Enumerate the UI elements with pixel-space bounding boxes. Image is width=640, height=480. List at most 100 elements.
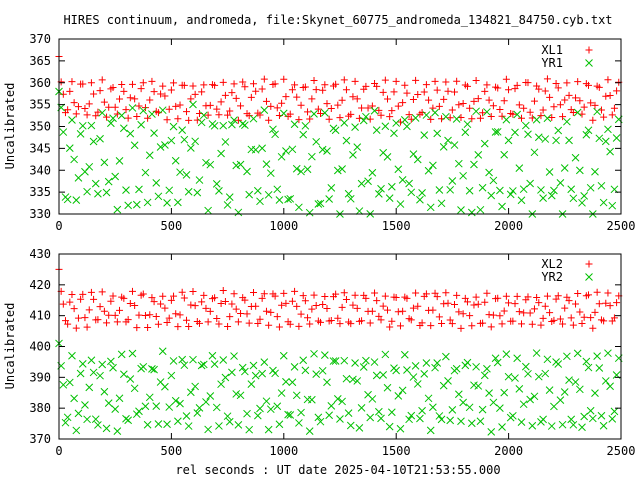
data-point-xl1 — [334, 101, 342, 109]
data-point-xl2 — [403, 294, 411, 302]
data-point-yr2 — [485, 389, 493, 397]
data-point-xl2 — [323, 304, 331, 312]
data-point-yr2 — [599, 421, 608, 430]
data-point-yr1 — [122, 186, 130, 194]
data-point-xl2 — [554, 292, 562, 300]
data-point-yr2 — [230, 352, 238, 360]
data-point-xl2 — [559, 320, 567, 328]
data-point-yr2 — [109, 363, 117, 372]
data-point-xl2 — [358, 317, 366, 325]
data-point-xl2 — [252, 302, 260, 310]
data-point-yr2 — [154, 420, 163, 428]
data-point-xl2 — [481, 298, 489, 306]
data-point-xl2 — [451, 301, 458, 309]
data-point-yr2 — [247, 380, 256, 388]
data-point-xl1 — [124, 114, 132, 122]
data-point-yr2 — [81, 401, 89, 409]
data-point-xl1 — [381, 76, 389, 84]
data-point-yr2 — [545, 386, 554, 394]
data-point-xl1 — [613, 87, 621, 95]
data-point-yr2 — [604, 349, 612, 358]
data-point-yr2 — [221, 373, 230, 382]
data-point-xl1 — [79, 80, 87, 88]
data-point-xl1 — [217, 98, 225, 106]
data-point-yr1 — [83, 187, 91, 196]
data-point-xl2 — [83, 323, 91, 331]
y-tick-label: 370 — [29, 432, 51, 446]
data-point-yr2 — [193, 409, 202, 417]
data-point-xl2 — [561, 304, 569, 312]
data-point-yr1 — [394, 165, 403, 174]
data-point-yr1 — [498, 202, 506, 211]
data-point-xl2 — [353, 304, 361, 312]
data-point-xl2 — [392, 293, 400, 301]
data-point-yr2 — [113, 427, 122, 435]
data-point-yr2 — [167, 371, 176, 380]
data-point-yr1 — [420, 131, 429, 139]
data-point-yr2 — [519, 400, 528, 409]
data-point-xl1 — [304, 108, 312, 116]
data-point-yr2 — [264, 425, 273, 434]
data-point-xl1 — [584, 81, 592, 89]
data-point-xl1 — [472, 76, 480, 84]
data-point-yr1 — [323, 147, 331, 155]
data-point-xl1 — [548, 114, 556, 121]
data-point-yr1 — [491, 128, 500, 136]
data-point-xl1 — [83, 111, 91, 119]
data-point-yr1 — [100, 158, 109, 167]
data-point-xl2 — [144, 323, 152, 331]
data-point-yr2 — [320, 351, 329, 360]
data-point-xl2 — [453, 291, 461, 299]
data-point-yr2 — [180, 361, 189, 370]
data-point-xl2 — [68, 290, 76, 298]
data-point-xl1 — [401, 81, 409, 89]
data-point-yr2 — [212, 403, 221, 412]
data-point-xl2 — [100, 307, 108, 315]
data-point-xl1 — [310, 76, 318, 84]
data-point-yr2 — [601, 377, 610, 385]
data-point-yr2 — [392, 366, 401, 375]
data-point-xl1 — [563, 79, 571, 87]
data-point-xl2 — [280, 289, 288, 297]
data-point-xl1 — [241, 83, 249, 91]
data-point-yr1 — [308, 152, 316, 161]
data-point-yr1 — [446, 185, 455, 194]
data-point-yr2 — [595, 364, 604, 372]
data-point-yr1 — [260, 106, 269, 114]
data-point-xl2 — [602, 299, 610, 307]
data-point-yr1 — [519, 185, 528, 194]
data-point-yr1 — [517, 196, 526, 205]
data-point-yr2 — [610, 407, 619, 416]
data-point-yr1 — [375, 189, 383, 198]
data-point-xl2 — [334, 314, 342, 322]
data-point-xl2 — [606, 302, 614, 310]
data-point-yr1 — [245, 190, 254, 199]
data-point-xl1 — [347, 110, 355, 118]
data-point-xl1 — [226, 107, 234, 115]
y-tick-label: 330 — [29, 207, 51, 221]
data-point-yr1 — [217, 149, 225, 158]
data-point-xl1 — [278, 99, 286, 107]
data-point-xl2 — [600, 317, 608, 325]
x-tick-label: 500 — [161, 444, 183, 458]
data-point-yr2 — [91, 415, 100, 424]
data-point-yr2 — [295, 419, 303, 427]
data-point-yr1 — [310, 109, 318, 118]
data-point-xl2 — [219, 287, 227, 295]
data-point-xl2 — [479, 319, 487, 327]
data-point-xl1 — [258, 85, 266, 93]
data-point-xl1 — [431, 77, 439, 85]
data-point-yr2 — [381, 350, 390, 359]
data-point-yr1 — [167, 136, 176, 145]
data-point-xl1 — [509, 110, 517, 118]
data-point-xl1 — [342, 86, 350, 94]
data-point-yr2 — [403, 366, 411, 374]
data-point-yr2 — [398, 386, 407, 395]
data-point-xl2 — [191, 302, 199, 310]
data-point-yr1 — [124, 201, 133, 210]
data-point-yr1 — [305, 208, 314, 217]
data-point-xl1 — [267, 102, 275, 110]
data-point-yr1 — [353, 143, 362, 151]
data-point-xl2 — [593, 288, 601, 296]
data-point-yr1 — [154, 192, 163, 201]
